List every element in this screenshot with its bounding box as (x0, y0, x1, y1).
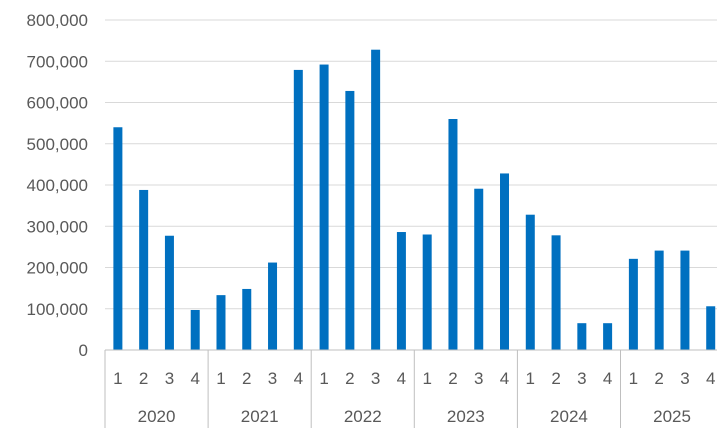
bar (113, 127, 123, 350)
y-tick-label: 200,000 (27, 259, 88, 278)
year-label: 2021 (241, 407, 279, 426)
bar (628, 258, 638, 350)
bar (474, 188, 484, 350)
x-tick-label: 3 (371, 369, 380, 388)
bar (216, 295, 226, 350)
bar (345, 90, 355, 350)
year-label: 2022 (344, 407, 382, 426)
bar (190, 309, 200, 350)
y-tick-label: 500,000 (27, 135, 88, 154)
y-tick-label: 100,000 (27, 300, 88, 319)
bar (319, 64, 329, 351)
bar (448, 119, 458, 350)
x-tick-label: 4 (706, 369, 715, 388)
year-label: 2025 (653, 407, 691, 426)
y-tick-label: 600,000 (27, 94, 88, 113)
x-tick-label: 3 (577, 369, 586, 388)
bar (551, 235, 561, 350)
x-tick-label: 4 (500, 369, 509, 388)
x-tick-label: 3 (474, 369, 483, 388)
x-tick-label: 3 (165, 369, 174, 388)
x-tick-label: 4 (190, 369, 199, 388)
x-tick-label: 2 (551, 369, 560, 388)
year-label: 2024 (550, 407, 588, 426)
x-tick-label: 4 (294, 369, 303, 388)
bar (500, 173, 510, 350)
bar (371, 49, 381, 350)
x-tick-label: 1 (422, 369, 431, 388)
x-tick-label: 1 (319, 369, 328, 388)
x-tick-label: 1 (629, 369, 638, 388)
bar (654, 250, 664, 350)
year-label: 2023 (447, 407, 485, 426)
x-tick-label: 1 (113, 369, 122, 388)
x-tick-label: 2 (139, 369, 148, 388)
x-tick-label: 2 (448, 369, 457, 388)
y-tick-label: 300,000 (27, 217, 88, 236)
bar (139, 189, 149, 350)
year-label: 2020 (138, 407, 176, 426)
y-axis-tick-labels: 0 100,000 200,000 300,000 400,000 500,000 600,… (27, 11, 88, 360)
y-tick-label: 400,000 (27, 176, 88, 195)
y-tick-label: 800,000 (27, 11, 88, 30)
x-tick-label: 4 (603, 369, 612, 388)
x-tick-label: 2 (242, 369, 251, 388)
bar (293, 69, 303, 350)
bar (268, 262, 278, 350)
bars (113, 49, 716, 351)
x-tick-label: 3 (680, 369, 689, 388)
bar (680, 250, 690, 350)
x-tick-label: 3 (268, 369, 277, 388)
bar (525, 214, 535, 350)
bar (603, 323, 613, 350)
x-tick-label: 2 (654, 369, 663, 388)
bar (242, 288, 252, 350)
x-tick-label: 2 (345, 369, 354, 388)
bar (577, 323, 587, 350)
x-tick-label: 1 (526, 369, 535, 388)
x-tick-label: 1 (216, 369, 225, 388)
bar (422, 234, 432, 350)
y-tick-label: 700,000 (27, 52, 88, 71)
bar (396, 232, 406, 350)
gridlines (105, 19, 717, 351)
bar (164, 235, 174, 350)
x-tick-label: 4 (397, 369, 406, 388)
y-tick-label: 0 (79, 341, 88, 360)
bar (706, 306, 716, 350)
